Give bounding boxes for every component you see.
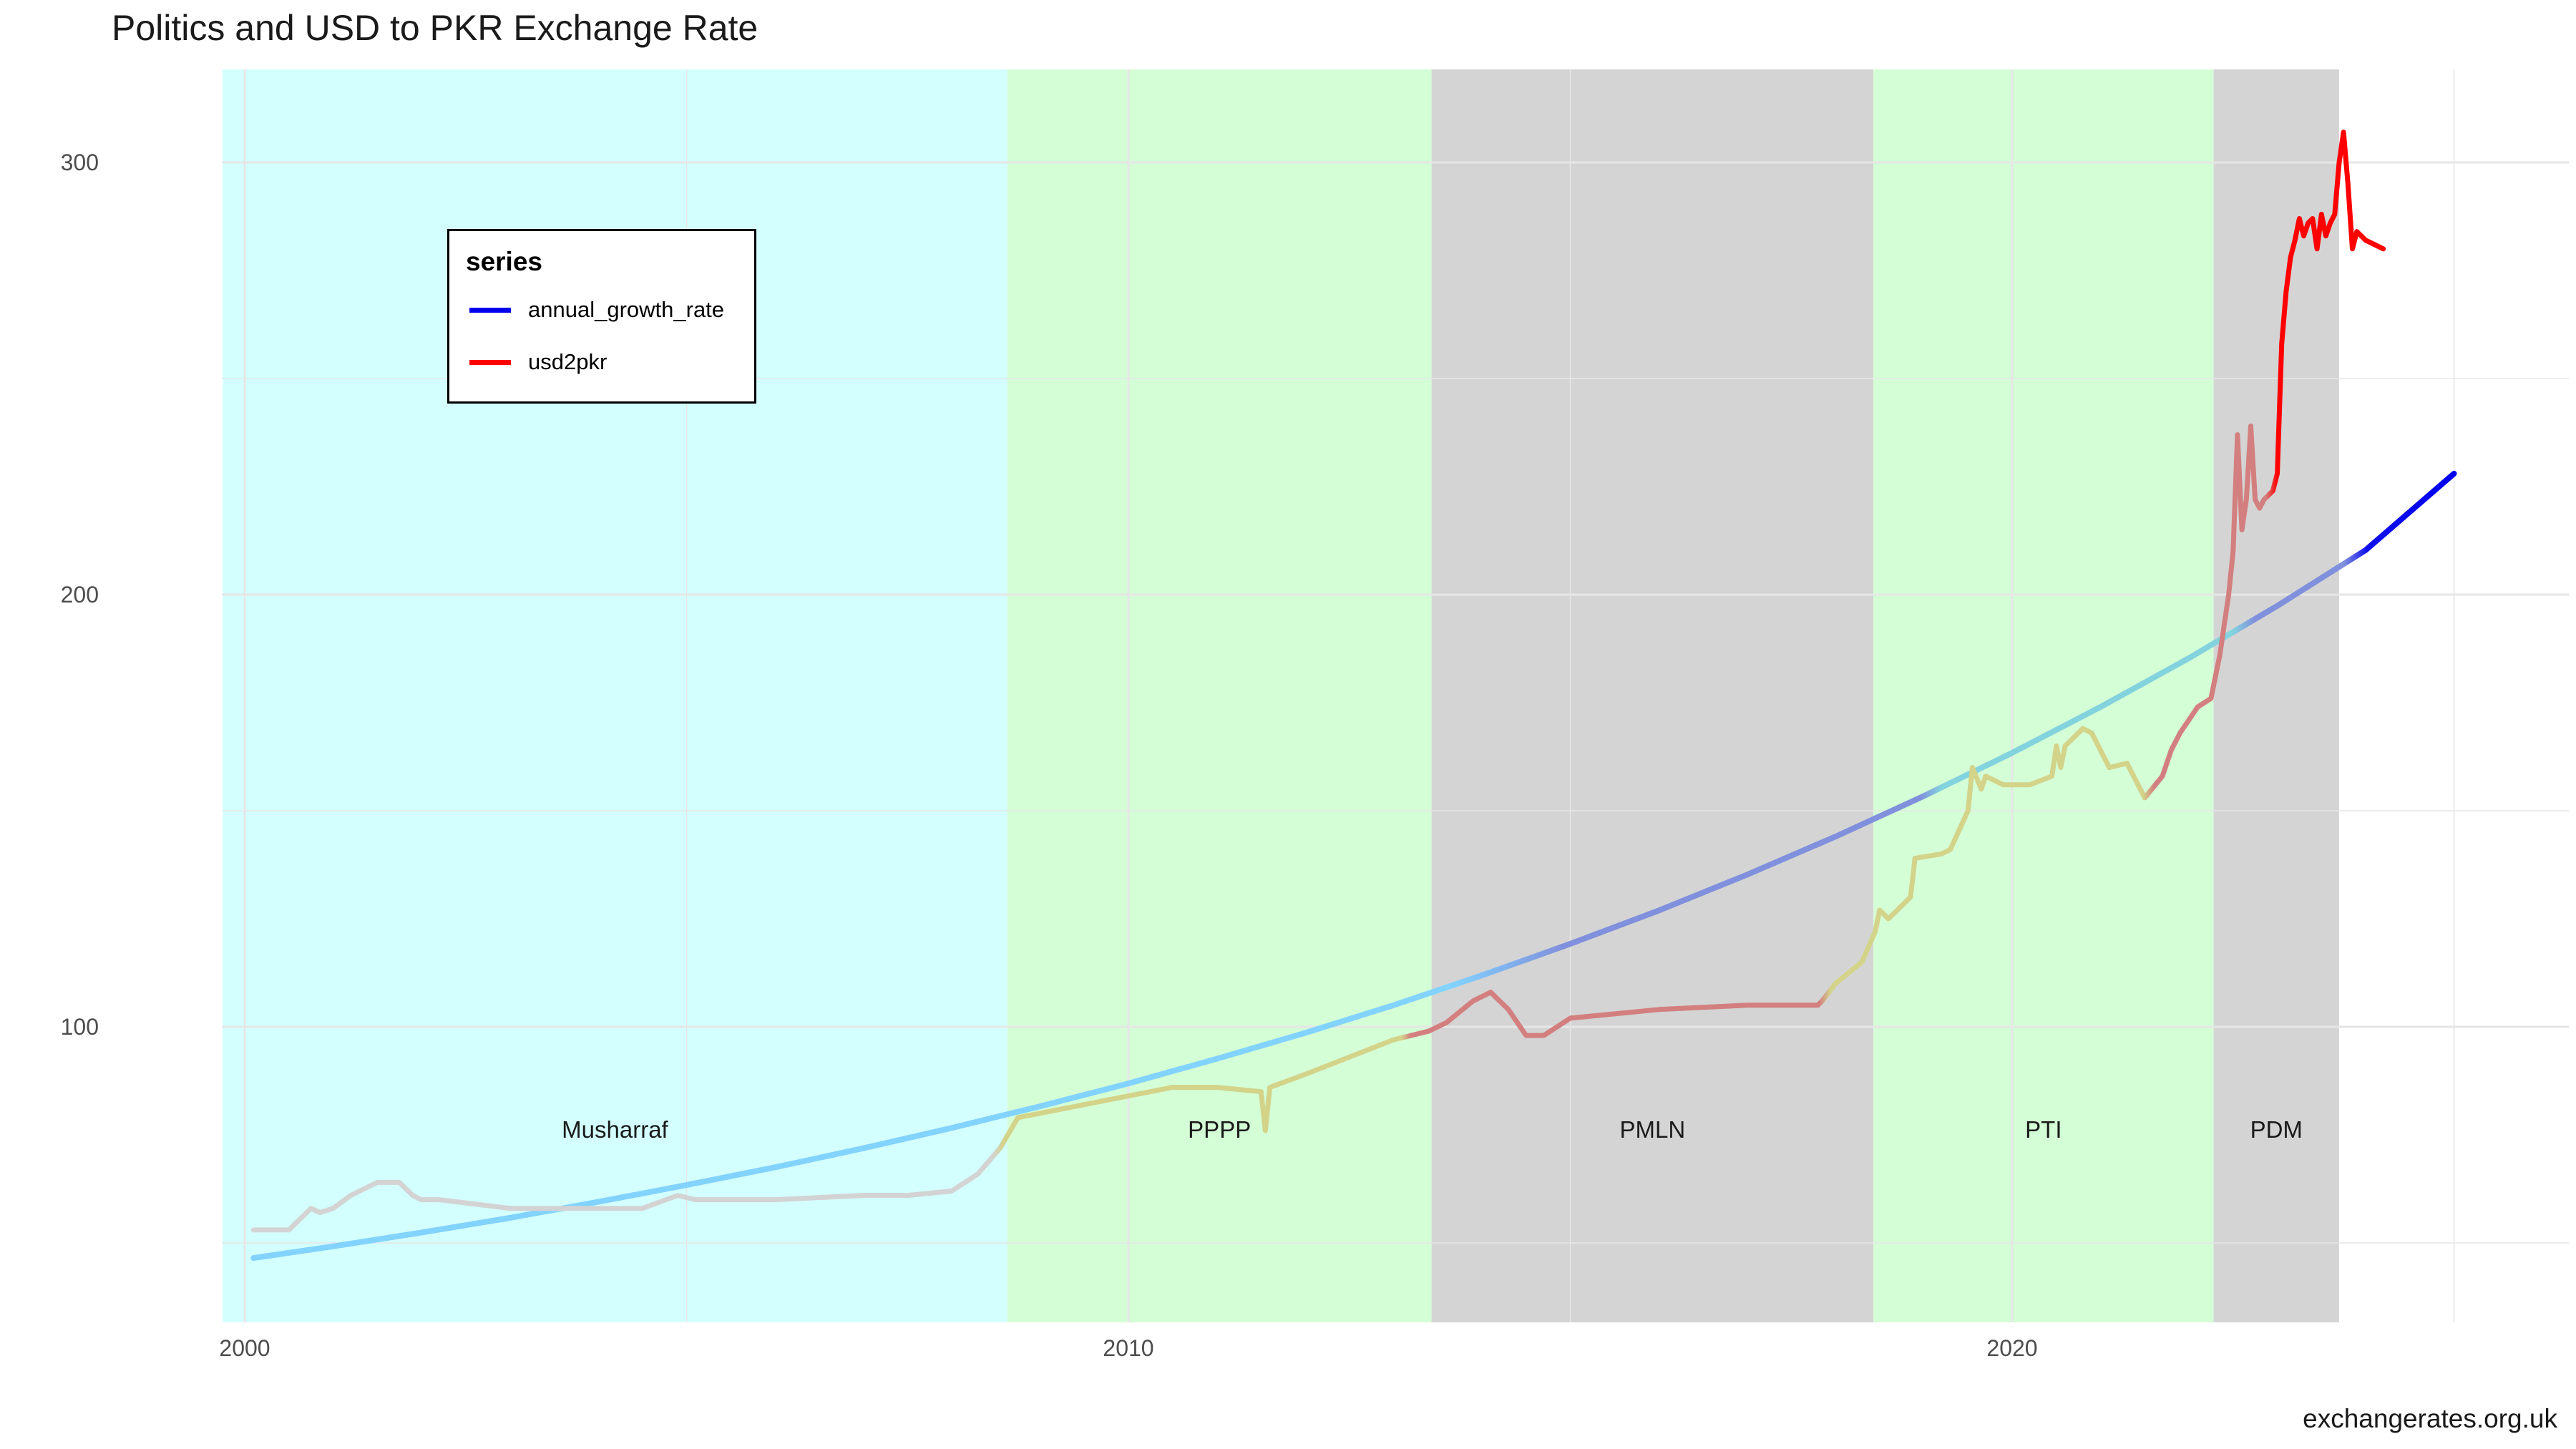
chart-title: Politics and USD to PKR Exchange Rate: [112, 8, 758, 48]
x-tick-label: 2020: [1986, 1335, 2037, 1361]
era-label-pti: PTI: [2025, 1116, 2062, 1143]
era-band-pdm: [2213, 69, 2339, 1322]
era-band-pppp: [1007, 69, 1432, 1322]
legend-label-annual-growth-rate: annual_growth_rate: [528, 297, 725, 322]
y-tick-label: 100: [61, 1014, 99, 1040]
source-caption: exchangerates.org.uk: [2303, 1404, 2557, 1433]
legend: series annual_growth_rate usd2pkr: [447, 229, 756, 404]
era-band-pti: [1873, 69, 2214, 1322]
legend-key-annual-growth-rate: [469, 308, 511, 313]
series-line-usd2pkr: [250, 130, 2386, 1233]
x-tick-label: 2000: [219, 1335, 270, 1361]
era-label-pppp: PPPP: [1188, 1116, 1251, 1143]
y-tick-label: 200: [61, 582, 99, 608]
legend-title: series: [466, 247, 542, 276]
era-label-musharraf: Musharraf: [562, 1116, 668, 1143]
legend-key-usd2pkr: [469, 360, 511, 365]
legend-label-usd2pkr: usd2pkr: [528, 349, 608, 374]
era-band-pmln: [1431, 69, 1874, 1322]
series-line-annual-growth-rate: [250, 470, 2457, 1262]
era-label-pdm: PDM: [2250, 1116, 2303, 1143]
x-tick-label: 2010: [1103, 1335, 1153, 1361]
era-label-pmln: PMLN: [1620, 1116, 1686, 1143]
y-tick-label: 300: [61, 150, 99, 175]
